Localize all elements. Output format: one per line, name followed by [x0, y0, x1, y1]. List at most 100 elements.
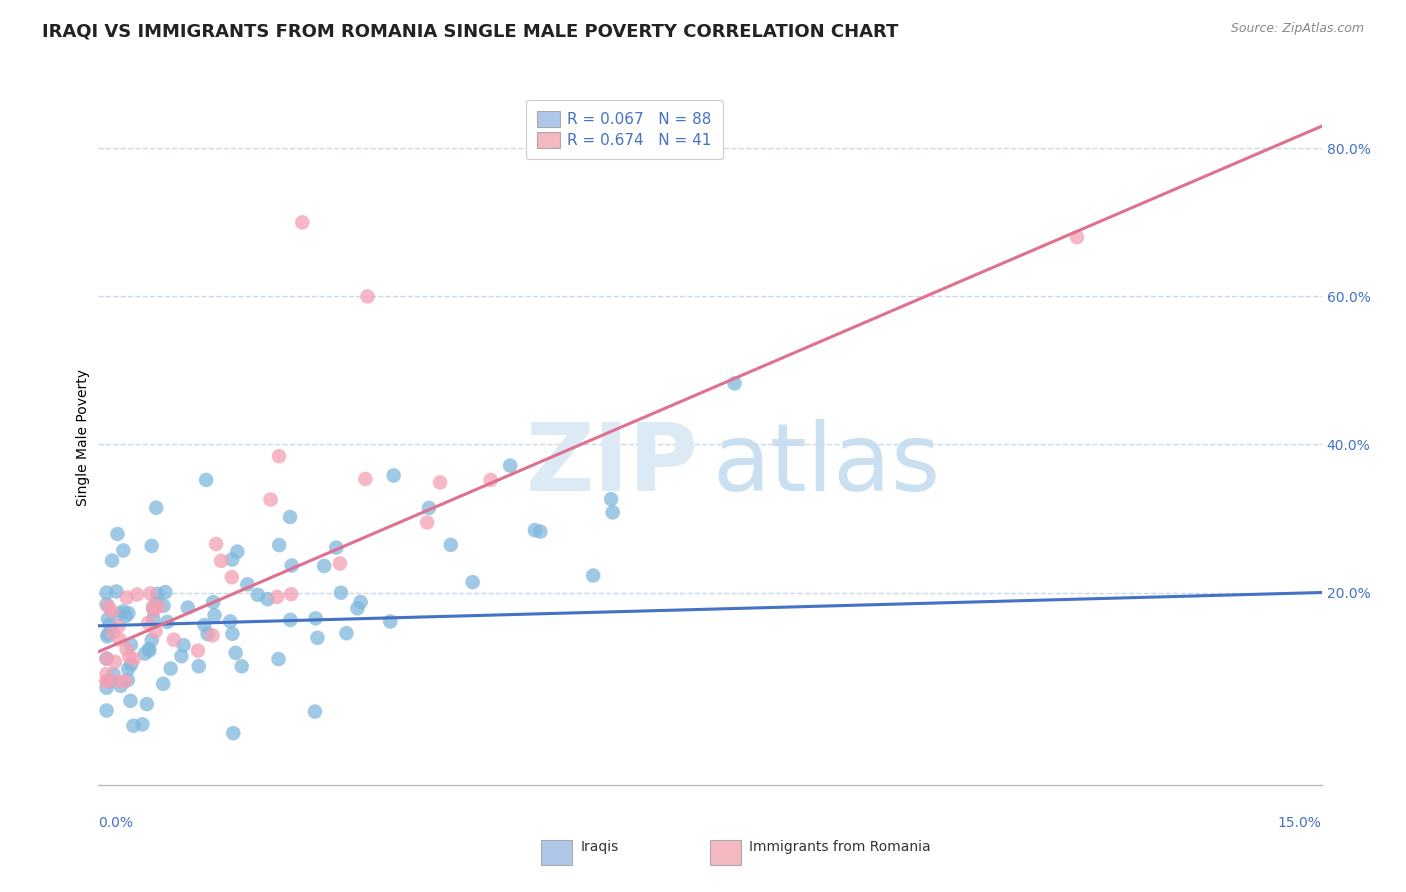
- Point: [101, 625, 124, 640]
- Point: [108, 632, 131, 647]
- Point: [107, 674, 129, 689]
- Point: [1066, 230, 1088, 244]
- Legend: R = 0.067   N = 88, R = 0.674   N = 41: R = 0.067 N = 88, R = 0.674 N = 41: [526, 100, 723, 159]
- Point: [145, 596, 167, 610]
- Point: [291, 215, 314, 229]
- Point: [602, 505, 624, 519]
- Point: [136, 615, 159, 630]
- Point: [205, 537, 228, 551]
- Point: [152, 677, 174, 691]
- Point: [143, 603, 166, 617]
- Point: [115, 591, 138, 605]
- Point: [107, 619, 129, 633]
- Point: [120, 638, 142, 652]
- Point: [354, 472, 377, 486]
- Point: [523, 523, 546, 537]
- Text: Source: ZipAtlas.com: Source: ZipAtlas.com: [1230, 22, 1364, 36]
- Point: [96, 629, 118, 643]
- Text: ZIP: ZIP: [526, 419, 699, 511]
- Point: [115, 642, 138, 657]
- Point: [356, 289, 378, 303]
- Point: [325, 541, 347, 555]
- Point: [219, 615, 242, 629]
- Point: [105, 584, 128, 599]
- Point: [582, 568, 605, 582]
- Point: [600, 492, 623, 507]
- Point: [187, 659, 209, 673]
- Point: [138, 643, 160, 657]
- Point: [246, 588, 269, 602]
- Point: [96, 704, 118, 718]
- Point: [267, 449, 290, 463]
- Point: [304, 611, 326, 625]
- Point: [96, 651, 118, 665]
- Point: [104, 655, 127, 669]
- Point: [280, 587, 302, 601]
- Point: [429, 475, 451, 490]
- Text: 15.0%: 15.0%: [1278, 816, 1322, 830]
- Point: [135, 697, 157, 711]
- Point: [98, 674, 121, 689]
- Point: [221, 570, 243, 584]
- Point: [156, 615, 179, 629]
- Point: [380, 615, 402, 629]
- Point: [142, 599, 165, 614]
- Point: [155, 585, 177, 599]
- Point: [110, 679, 132, 693]
- Point: [197, 627, 219, 641]
- Point: [112, 543, 135, 558]
- Point: [266, 590, 288, 604]
- Point: [346, 601, 368, 615]
- Point: [221, 627, 243, 641]
- Point: [115, 609, 138, 624]
- Point: [201, 628, 224, 642]
- Point: [138, 642, 160, 657]
- Point: [267, 652, 290, 666]
- Point: [723, 376, 745, 391]
- Point: [278, 510, 301, 524]
- Point: [256, 592, 278, 607]
- Point: [418, 500, 440, 515]
- Point: [145, 624, 167, 639]
- Point: [499, 458, 522, 473]
- Point: [236, 577, 259, 591]
- Point: [145, 500, 167, 515]
- Point: [134, 647, 156, 661]
- Point: [152, 599, 174, 613]
- Point: [335, 626, 357, 640]
- Point: [118, 649, 141, 664]
- Point: [382, 468, 405, 483]
- Point: [148, 599, 170, 614]
- Point: [141, 539, 163, 553]
- Point: [139, 586, 162, 600]
- Point: [112, 604, 135, 618]
- Point: [259, 492, 281, 507]
- Text: atlas: atlas: [711, 419, 941, 511]
- Point: [122, 719, 145, 733]
- Point: [96, 674, 118, 689]
- Point: [204, 608, 226, 623]
- Point: [416, 516, 439, 530]
- Point: [117, 673, 139, 687]
- Point: [142, 602, 165, 616]
- Point: [314, 558, 336, 573]
- Point: [187, 643, 209, 657]
- Point: [307, 631, 329, 645]
- Point: [304, 705, 326, 719]
- Point: [98, 617, 121, 632]
- Point: [163, 632, 186, 647]
- Point: [193, 618, 215, 632]
- Point: [146, 587, 169, 601]
- Text: Immigrants from Romania: Immigrants from Romania: [749, 840, 931, 855]
- Point: [117, 662, 139, 676]
- Point: [222, 726, 245, 740]
- Text: Iraqis: Iraqis: [581, 840, 619, 855]
- Point: [122, 652, 145, 666]
- Point: [97, 599, 120, 614]
- Point: [221, 552, 243, 566]
- Point: [120, 694, 142, 708]
- Point: [173, 638, 195, 652]
- Point: [114, 674, 136, 689]
- Point: [269, 538, 291, 552]
- Point: [479, 473, 502, 487]
